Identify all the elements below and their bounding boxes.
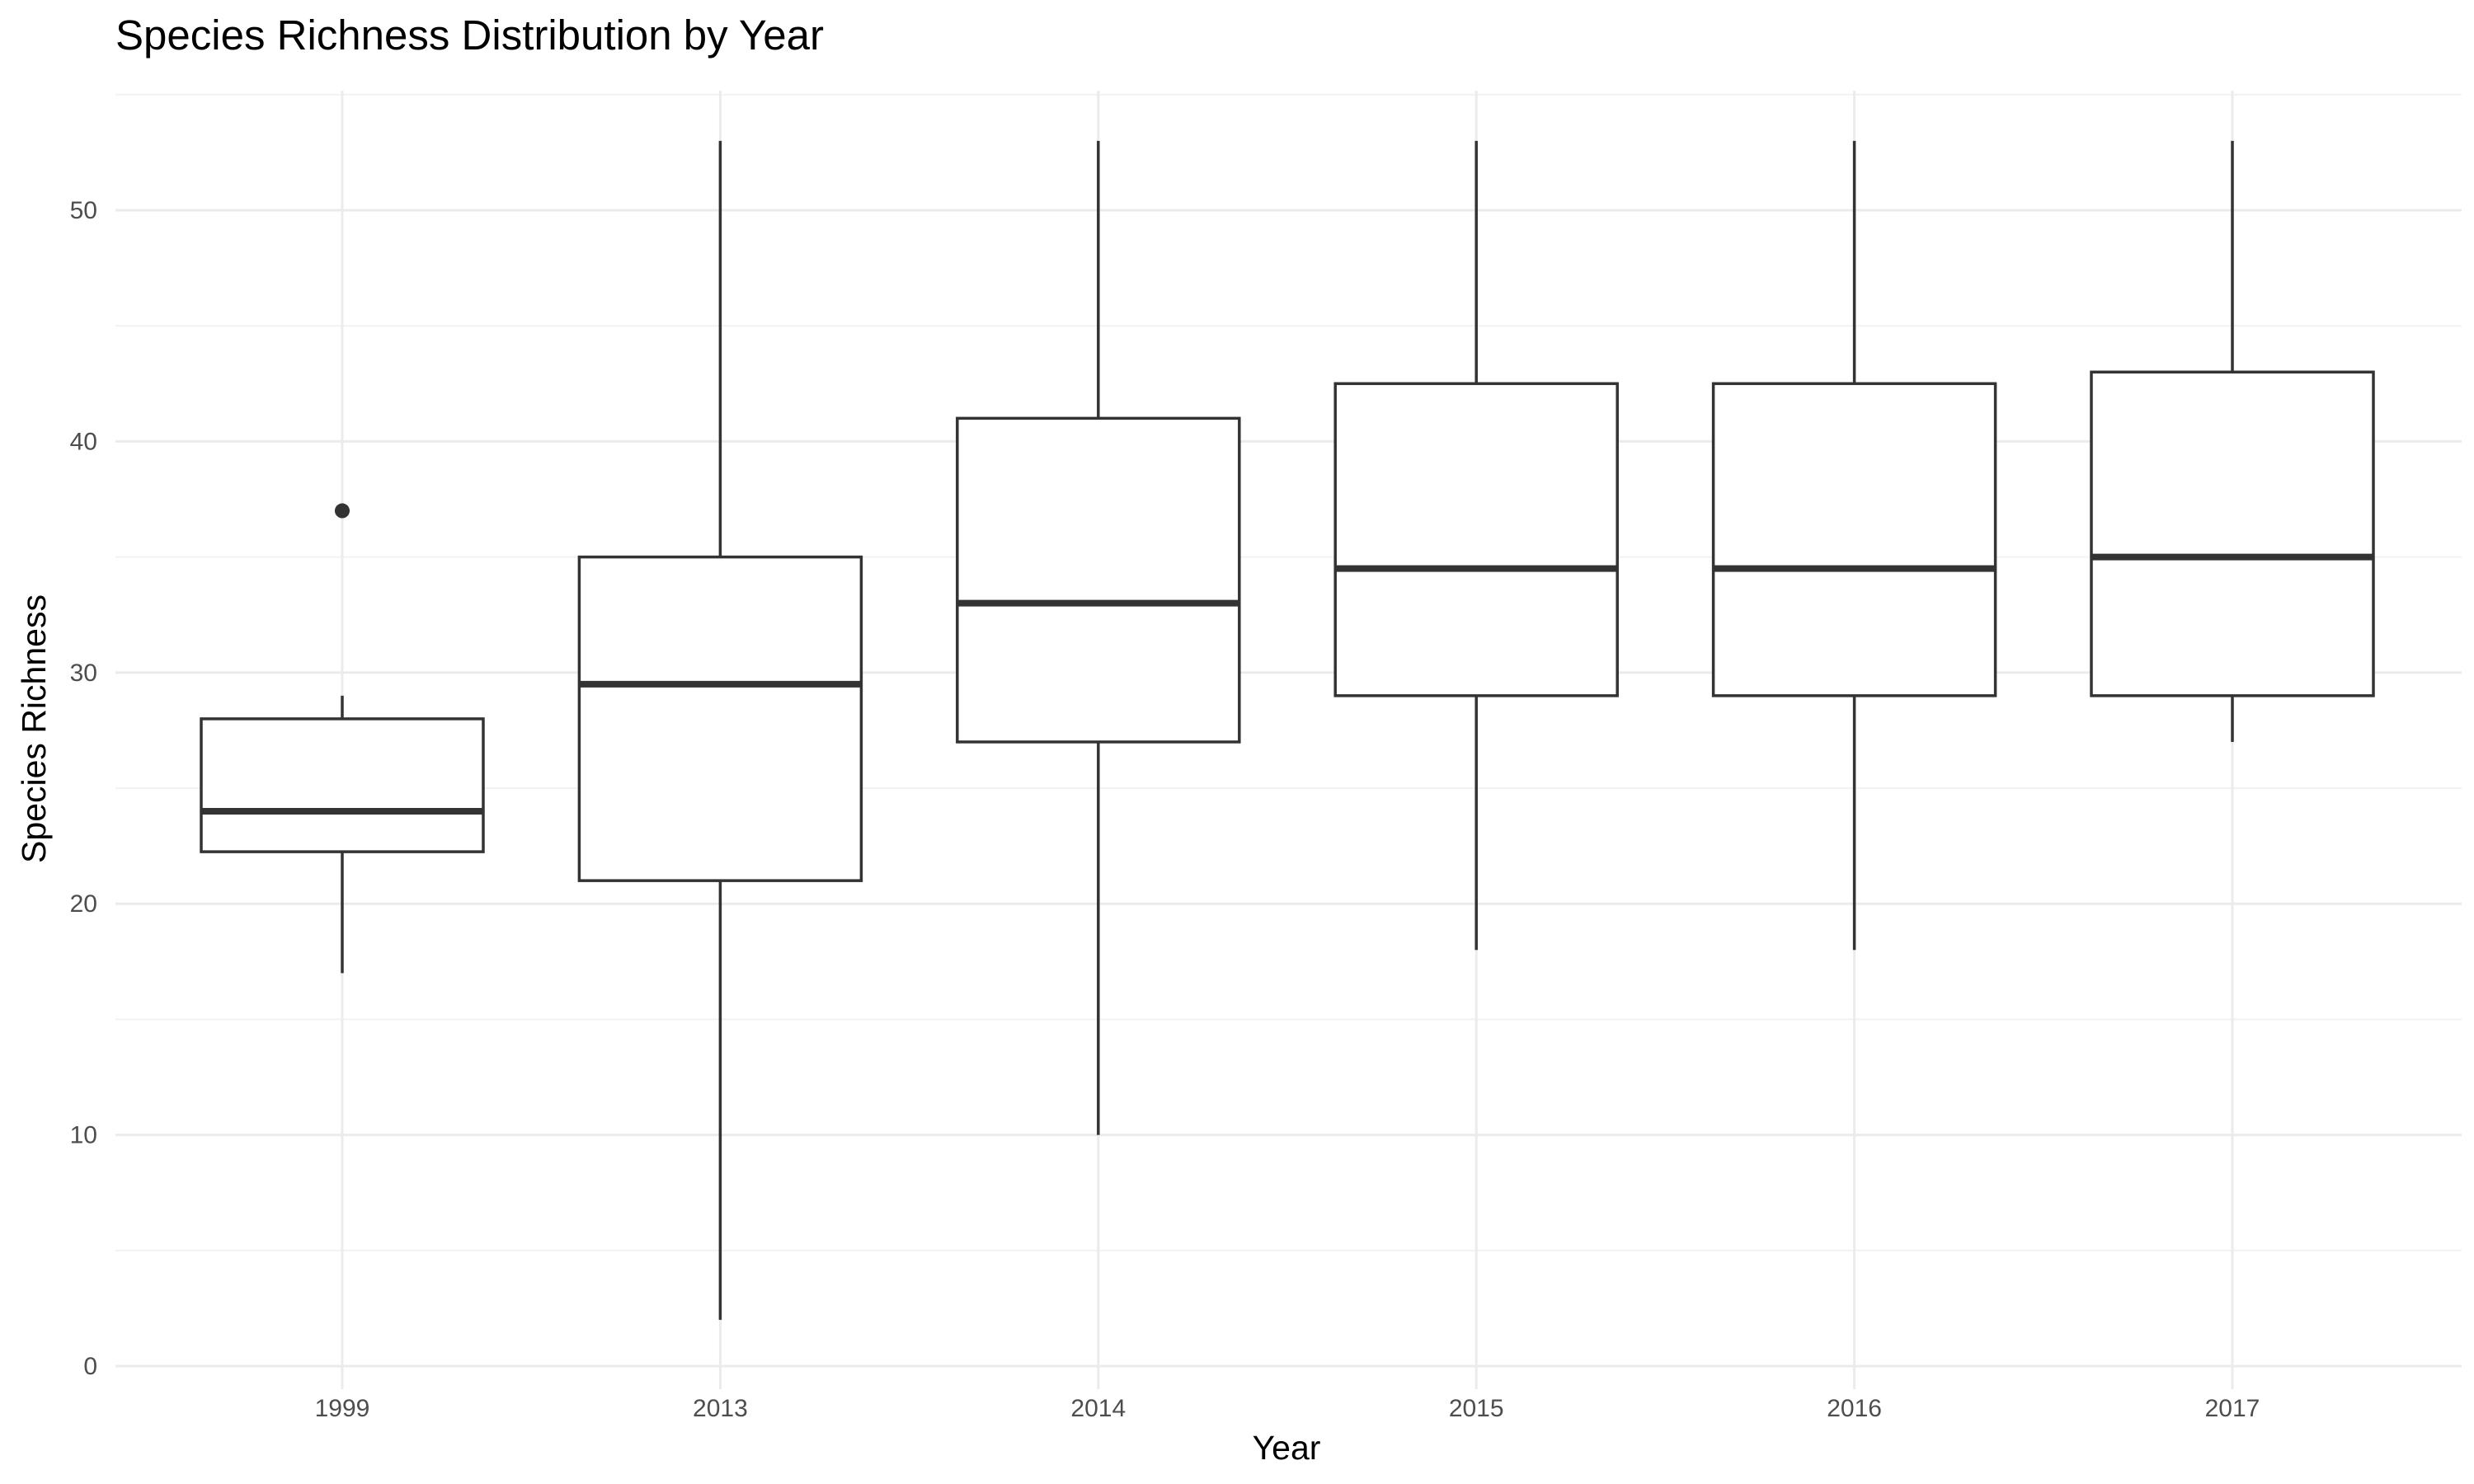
y-tick-label: 0 <box>83 1353 97 1380</box>
tick-layer: 0 10 20 30 40 50 1999 2013 2014 2015 2016 2017 <box>70 197 2260 1422</box>
y-axis-title: Species Richness <box>15 594 53 863</box>
y-tick-label: 30 <box>70 660 97 687</box>
box-layer <box>200 140 2375 1320</box>
box-2015 <box>1333 140 1619 951</box>
iqr-box <box>200 717 485 853</box>
box-1999 <box>200 503 485 974</box>
iqr-box <box>1333 382 1619 697</box>
y-tick-label: 50 <box>70 197 97 224</box>
x-axis-title: Year <box>1253 1429 1321 1467</box>
x-tick-label: 2014 <box>1070 1395 1126 1422</box>
x-tick-label: 2013 <box>693 1395 748 1422</box>
chart-title: Species Richness Distribution by Year <box>115 12 824 59</box>
iqr-box <box>956 416 1241 744</box>
iqr-box <box>577 555 863 882</box>
iqr-box <box>2090 370 2375 697</box>
box-2014 <box>956 140 1241 1135</box>
x-tick-label: 2017 <box>2205 1395 2260 1422</box>
x-tick-label: 2015 <box>1449 1395 1504 1422</box>
outlier-point <box>335 503 350 519</box>
y-tick-label: 20 <box>70 890 97 918</box>
box-2017 <box>2090 140 2375 742</box>
iqr-box <box>1711 382 1997 697</box>
x-tick-label: 1999 <box>315 1395 370 1422</box>
y-tick-label: 40 <box>70 428 97 455</box>
box-2016 <box>1711 140 1997 951</box>
y-tick-label: 10 <box>70 1122 97 1149</box>
x-tick-label: 2016 <box>1827 1395 1882 1422</box>
box-2013 <box>577 140 863 1320</box>
